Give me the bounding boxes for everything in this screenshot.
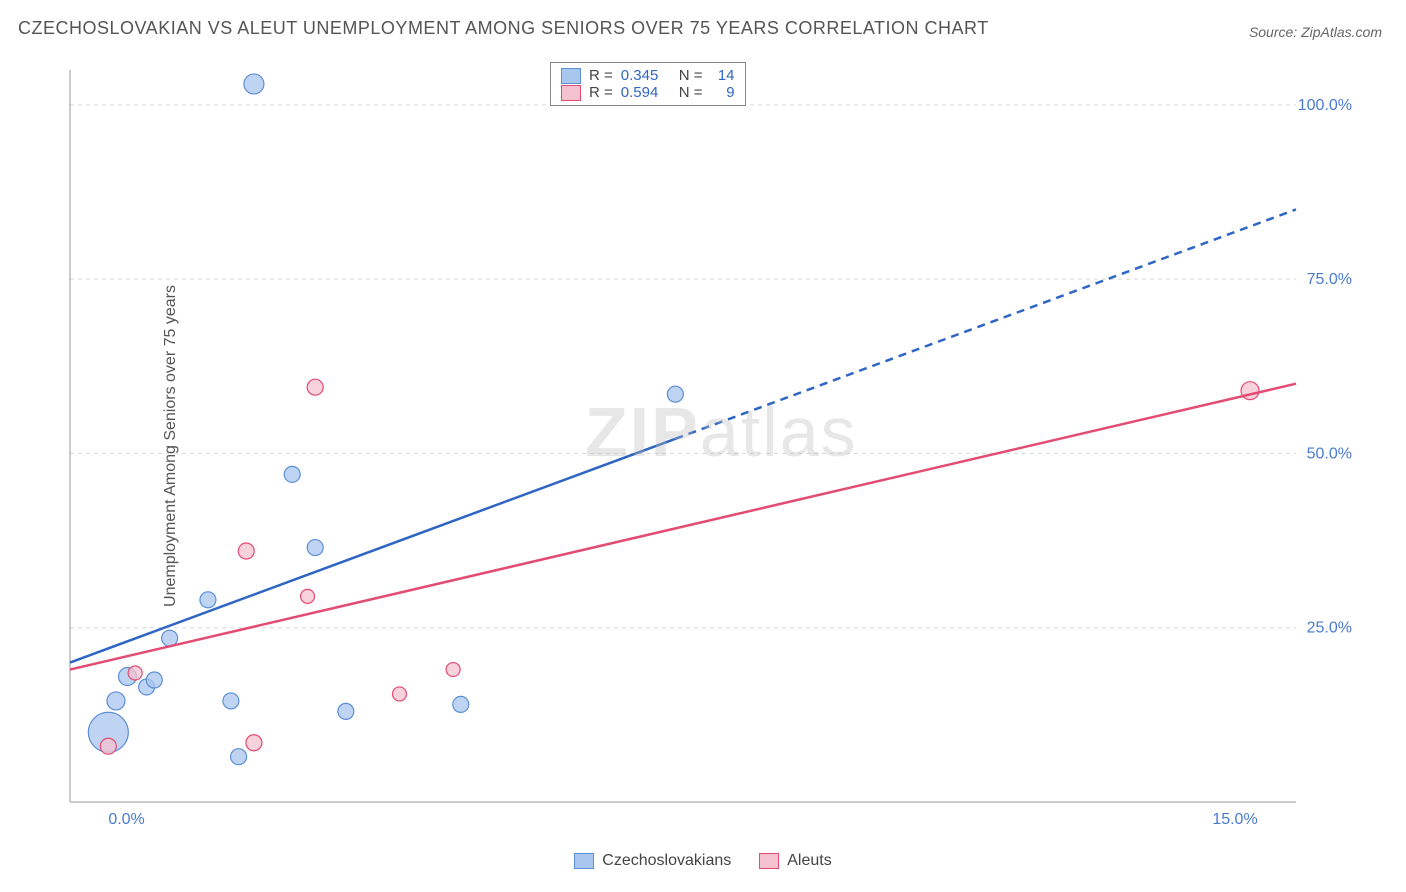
scatter-plot: 25.0% 50.0% 75.0% 100.0% 0.0% 15.0% — [60, 60, 1386, 832]
legend-r-value: 0.345 — [621, 67, 671, 84]
legend-r-value: 0.594 — [621, 84, 671, 101]
legend-n-label: N = — [679, 84, 703, 101]
svg-text:25.0%: 25.0% — [1307, 620, 1352, 637]
source-label: Source: ZipAtlas.com — [1249, 24, 1382, 40]
svg-text:75.0%: 75.0% — [1307, 271, 1352, 288]
legend-swatch — [574, 853, 594, 869]
legend-correlation-row: R = 0.345 N = 14 — [561, 67, 735, 84]
legend-r-label: R = — [589, 84, 613, 101]
legend-correlation: R = 0.345 N = 14 R = 0.594 N = 9 — [550, 62, 746, 106]
svg-text:50.0%: 50.0% — [1307, 445, 1352, 462]
legend-n-value: 14 — [711, 67, 735, 84]
legend-series: Czechoslovakians Aleuts — [0, 852, 1406, 874]
svg-text:100.0%: 100.0% — [1298, 97, 1352, 114]
legend-n-value: 9 — [711, 84, 735, 101]
svg-text:0.0%: 0.0% — [108, 811, 144, 828]
legend-swatch — [759, 853, 779, 869]
chart-title: CZECHOSLOVAKIAN VS ALEUT UNEMPLOYMENT AM… — [18, 18, 989, 39]
legend-n-label: N = — [679, 67, 703, 84]
legend-series-label: Aleuts — [787, 852, 831, 870]
legend-r-label: R = — [589, 67, 613, 84]
legend-swatch — [561, 68, 581, 84]
legend-series-item: Aleuts — [759, 852, 831, 870]
legend-correlation-row: R = 0.594 N = 9 — [561, 84, 735, 101]
svg-text:15.0%: 15.0% — [1212, 811, 1257, 828]
legend-swatch — [561, 85, 581, 101]
legend-series-item: Czechoslovakians — [574, 852, 731, 870]
legend-series-label: Czechoslovakians — [602, 852, 731, 870]
